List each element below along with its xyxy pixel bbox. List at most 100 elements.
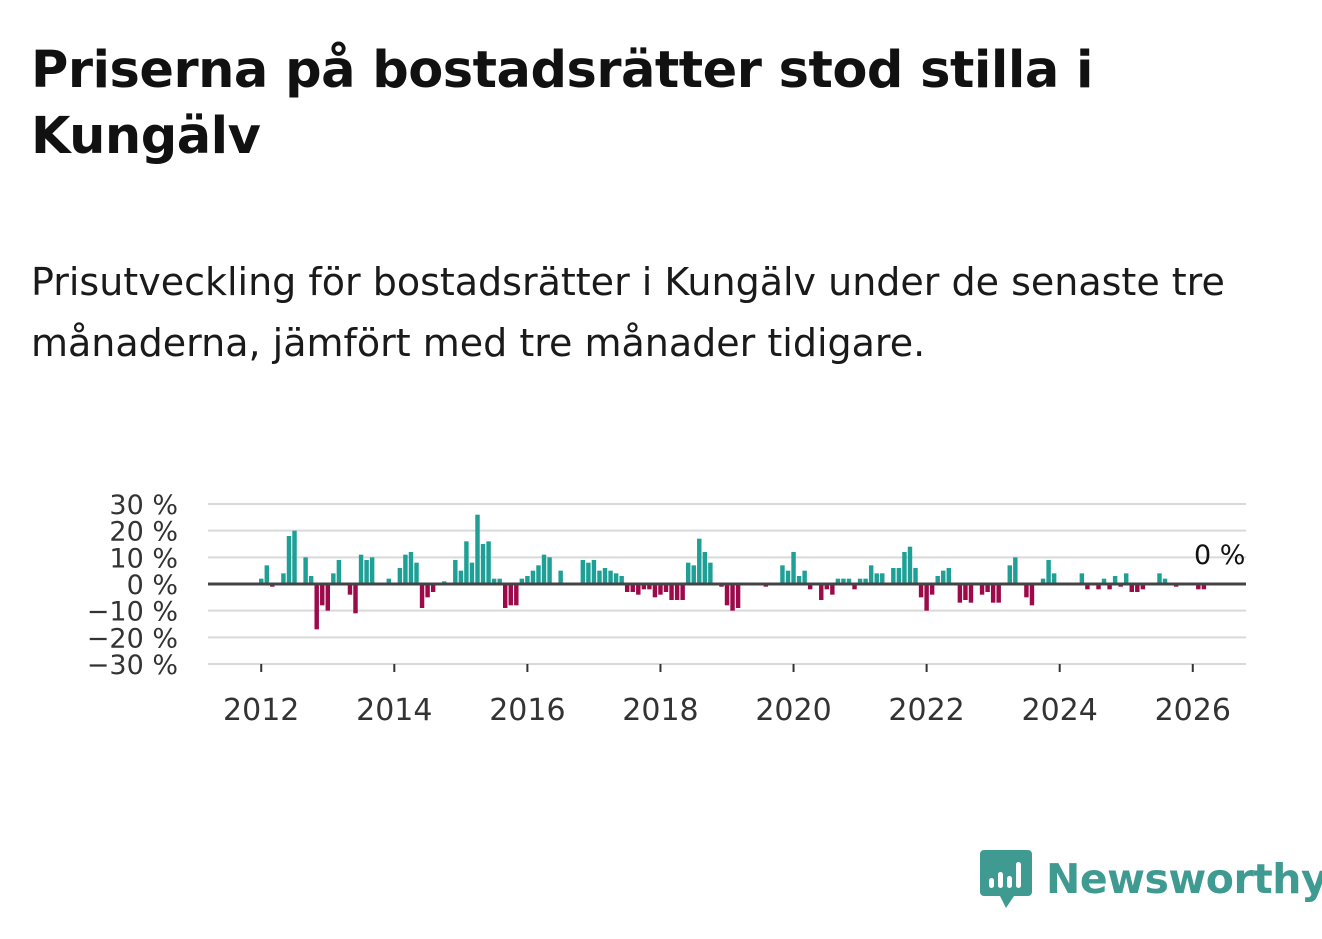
bar <box>674 584 680 600</box>
bar <box>1196 584 1201 590</box>
bar <box>846 578 852 584</box>
bar <box>1135 584 1140 592</box>
bar <box>364 560 369 584</box>
bar <box>685 562 691 584</box>
bar <box>1129 584 1134 592</box>
x-tick-label: 2022 <box>888 693 964 728</box>
bar <box>386 578 391 584</box>
bar <box>697 538 702 584</box>
bar <box>902 552 907 584</box>
bar <box>802 570 807 584</box>
bar <box>868 565 874 584</box>
bar <box>907 546 913 584</box>
bar <box>419 584 425 608</box>
bar <box>458 570 464 584</box>
bar <box>536 565 541 584</box>
bar <box>913 568 918 584</box>
bar <box>408 552 414 584</box>
bar <box>469 562 475 584</box>
bar <box>735 584 741 608</box>
bar <box>835 578 841 584</box>
bar <box>525 576 530 584</box>
bar <box>730 584 735 611</box>
bar <box>624 584 630 592</box>
bar <box>602 568 608 584</box>
bar <box>663 584 669 592</box>
y-tick-label: −10 % <box>87 597 178 628</box>
x-tick-label: 2020 <box>755 693 831 728</box>
bar <box>807 584 813 590</box>
newsworthy-logo[interactable]: Newsworthy <box>980 848 1322 910</box>
bar <box>1085 584 1090 590</box>
bar <box>619 576 624 584</box>
bar <box>1024 584 1029 598</box>
bar <box>320 584 325 606</box>
bar <box>979 584 985 595</box>
bar <box>1201 584 1207 590</box>
bar <box>841 578 846 584</box>
last-value-label: 0 % <box>1194 540 1245 571</box>
bar <box>708 562 713 584</box>
bar <box>630 584 635 592</box>
x-tick-label: 2026 <box>1155 693 1231 728</box>
x-tick-label: 2016 <box>489 693 565 728</box>
bar <box>658 584 663 595</box>
bar <box>486 541 491 584</box>
bar <box>591 560 597 584</box>
chart-subtitle: Prisutveckling för bostadsrätter i Kungä… <box>31 260 1225 365</box>
bar <box>430 584 436 592</box>
bar <box>558 570 563 584</box>
bar <box>880 573 885 584</box>
bar <box>613 573 619 584</box>
bar <box>1079 573 1085 584</box>
bar <box>1007 565 1012 584</box>
bar <box>336 560 342 584</box>
bar <box>652 584 658 598</box>
bar <box>347 584 353 595</box>
bar <box>691 565 696 584</box>
newsworthy-logo-text: Newsworthy <box>1046 855 1322 903</box>
bar <box>508 584 513 606</box>
bar <box>1140 584 1146 590</box>
bar <box>702 552 708 584</box>
bar <box>464 541 469 584</box>
newsworthy-logo-icon <box>980 850 1032 908</box>
bar-series <box>259 514 1207 630</box>
bar <box>724 584 730 606</box>
bar <box>403 554 408 584</box>
x-tick-label: 2018 <box>622 693 698 728</box>
bar <box>780 565 785 584</box>
bar <box>530 570 536 584</box>
bar <box>369 557 375 584</box>
bar <box>1096 584 1101 590</box>
bar <box>453 560 458 584</box>
bar <box>918 584 924 598</box>
bar <box>608 570 613 584</box>
bar <box>358 554 364 584</box>
bar <box>641 584 647 590</box>
bar <box>863 578 868 584</box>
bar <box>1029 584 1035 606</box>
bar <box>491 578 497 584</box>
y-tick-label: −30 % <box>87 650 178 681</box>
bar <box>597 570 602 584</box>
bar <box>397 568 403 584</box>
bar <box>857 578 863 584</box>
bar <box>1124 573 1129 584</box>
bar <box>286 536 292 584</box>
y-tick-label: 20 % <box>109 517 178 548</box>
bar <box>1051 573 1057 584</box>
bar <box>425 584 430 598</box>
bar <box>480 544 486 584</box>
bar <box>985 584 990 592</box>
bar <box>990 584 996 603</box>
bar <box>647 584 652 590</box>
bar <box>852 584 857 590</box>
bar <box>1046 560 1051 584</box>
bar <box>514 584 519 606</box>
y-tick-label: 0 % <box>127 570 178 601</box>
bar <box>785 570 791 584</box>
bar <box>547 557 552 584</box>
bar <box>1157 573 1162 584</box>
bar <box>580 560 586 584</box>
